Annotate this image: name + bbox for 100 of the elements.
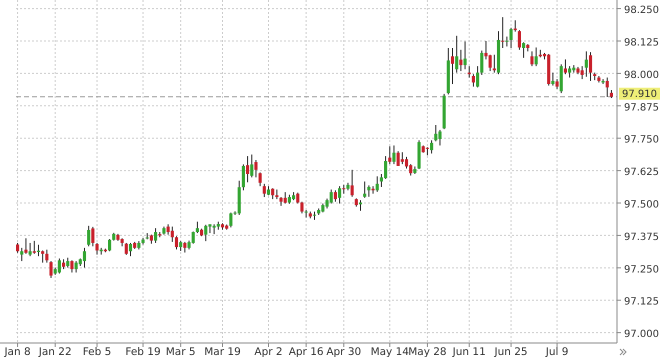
candlestick [20,247,24,262]
x-tick-label: Mar 19 [204,346,241,357]
candlestick [384,156,388,180]
candlestick [358,200,362,212]
candlestick [300,201,304,214]
x-tick-label: May 14 [370,346,410,357]
y-tick-label: 97.250 [624,264,659,276]
x-tick-label: Feb 19 [125,346,161,357]
candlestick [330,189,333,204]
candlestick [522,42,526,58]
candlestick [246,156,250,183]
candlestick [367,184,370,198]
candlestick [242,164,245,191]
candlestick [128,242,132,257]
candlestick [476,66,480,88]
y-tick-label: 98.250 [624,5,659,16]
y-tick-label: 97.125 [624,296,659,308]
x-tick-label: Apr 16 [288,346,324,357]
candlestick [505,36,508,47]
y-tick-label: 98.000 [624,70,659,81]
y-tick-label: 97.500 [624,200,659,211]
candlestick [204,224,208,242]
candlestick [438,129,442,146]
candlestick [518,30,521,50]
candlestick [196,221,199,234]
candlestick [124,242,128,256]
candlestick [514,20,517,32]
candlestick [45,249,48,264]
candlestick [350,169,354,198]
candlestick [363,181,366,198]
candlestick [400,152,404,165]
candlestick [250,154,254,178]
candlestick [312,211,316,220]
candlestick [588,52,592,82]
y-tick-label: 97.875 [624,102,659,114]
candlestick [430,140,434,154]
candlestick [580,66,584,80]
candlestick [284,192,287,204]
candlestick [174,236,178,250]
x-tick-label: Apr 2 [254,346,283,357]
candlestick [262,183,266,198]
candlestick [338,186,342,204]
candlestick [166,224,170,236]
candlestick [459,49,462,72]
candlestick [66,257,70,268]
candlestick [183,241,186,254]
candlestick [488,54,492,72]
candlestick [455,35,458,74]
candlestick [58,258,61,274]
candlestick [396,150,400,166]
candlestick [87,225,90,247]
candlestick [388,146,392,165]
candlestick [154,228,158,244]
candlestick [509,27,513,48]
candlestick [492,54,496,74]
candlestick [62,258,66,270]
candlestick [584,50,588,78]
candlestick [568,66,572,78]
candlestick [108,238,112,252]
x-tick-label: Jan 8 [3,346,31,357]
candlestick [480,50,484,76]
candlestick [179,240,182,252]
candlestick [534,46,538,67]
y-tick-label: 98.125 [624,37,659,48]
x-tick-label: Apr 30 [326,346,362,357]
y-tick-label: 97.000 [624,329,659,340]
x-tick-label: May 28 [408,346,447,357]
candlestick [434,124,438,142]
candlestick [275,189,278,200]
candlestick [32,240,36,254]
ref-line-label: 97.910 [622,89,657,100]
candlestick [36,244,40,257]
candlestick [41,250,44,264]
candlestick [555,78,559,90]
candlestick [74,260,78,273]
candlestick [192,231,195,244]
candlestick [82,247,86,268]
candlestick [254,159,258,178]
x-tick-label: Jul 9 [544,346,568,357]
candlestick [16,242,20,254]
candlestick [564,58,567,75]
candlestick [258,172,262,187]
y-tick-label: 97.750 [624,134,659,146]
x-tick-label: Jan 22 [38,346,72,357]
candlestick [472,74,475,88]
candlestick [501,16,504,48]
x-tick-label: Mar 5 [166,346,196,357]
candlestick [170,226,174,242]
x-tick-label: Feb 5 [82,346,112,357]
y-tick-label: 97.375 [624,232,659,243]
candlestick [404,156,408,170]
x-tick-label: Jun 25 [494,346,528,357]
candlestick [229,212,232,228]
candlestick [463,41,467,70]
candlestick [91,226,94,247]
candlestick [468,66,471,78]
candlestick [70,260,74,273]
candlestick [606,77,609,98]
candlestick [551,72,554,86]
candlestick [288,194,291,204]
